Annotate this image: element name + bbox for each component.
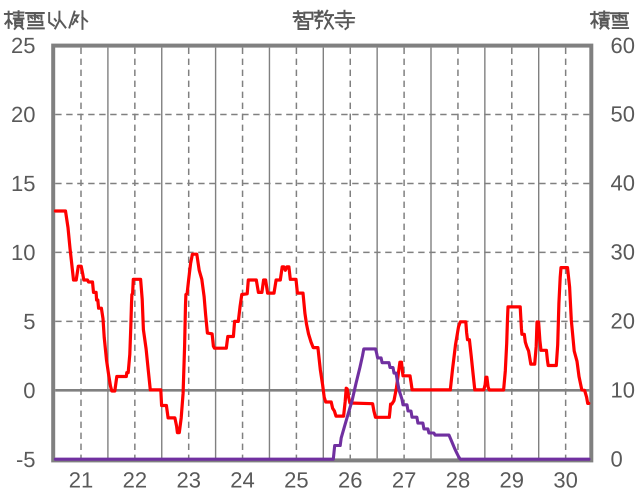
svg-text:10: 10: [611, 378, 635, 403]
svg-text:10: 10: [11, 240, 35, 265]
svg-text:30: 30: [611, 240, 635, 265]
svg-text:26: 26: [338, 468, 362, 493]
svg-text:27: 27: [392, 468, 416, 493]
svg-text:15: 15: [11, 171, 35, 196]
svg-text:22: 22: [123, 468, 147, 493]
svg-text:21: 21: [69, 468, 93, 493]
svg-text:28: 28: [446, 468, 470, 493]
svg-text:20: 20: [611, 309, 635, 334]
svg-text:40: 40: [611, 171, 635, 196]
svg-text:0: 0: [611, 446, 623, 471]
svg-text:25: 25: [284, 468, 308, 493]
svg-text:23: 23: [176, 468, 200, 493]
svg-text:50: 50: [611, 102, 635, 127]
svg-text:30: 30: [553, 468, 577, 493]
svg-text:29: 29: [500, 468, 524, 493]
svg-text:-5: -5: [16, 447, 36, 472]
svg-text:20: 20: [11, 102, 35, 127]
svg-text:5: 5: [23, 309, 35, 334]
svg-text:24: 24: [230, 468, 254, 493]
svg-text:25: 25: [11, 33, 35, 58]
svg-text:0: 0: [23, 378, 35, 403]
svg-text:60: 60: [611, 33, 635, 58]
